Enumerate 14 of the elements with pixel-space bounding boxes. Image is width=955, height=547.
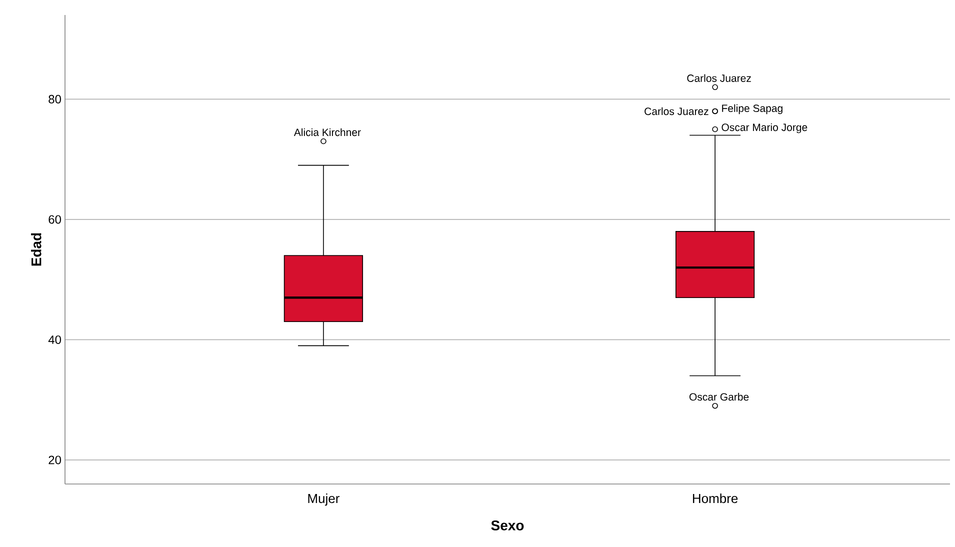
x-tick-label: Hombre [692, 494, 738, 504]
x-axis-title: Sexo [491, 520, 524, 530]
x-tick-label: Mujer [308, 494, 340, 506]
annotation: Alicia Kirchner [294, 128, 361, 136]
annotation: Oscar Garbe [690, 392, 749, 401]
y-axis-title: Edad [31, 233, 42, 266]
annotation: Oscar Mario Jorge [722, 123, 808, 134]
y-tick-label: 60 [48, 215, 62, 224]
annotation: Carlos Juarez [644, 107, 708, 116]
y-tick-label: 80 [48, 94, 62, 104]
y-tick-label: 40 [48, 335, 62, 344]
annotation: Carlos Juarez [687, 74, 751, 82]
annotation: Felipe Sapag [722, 104, 782, 114]
y-tick-label: 20 [48, 456, 62, 464]
